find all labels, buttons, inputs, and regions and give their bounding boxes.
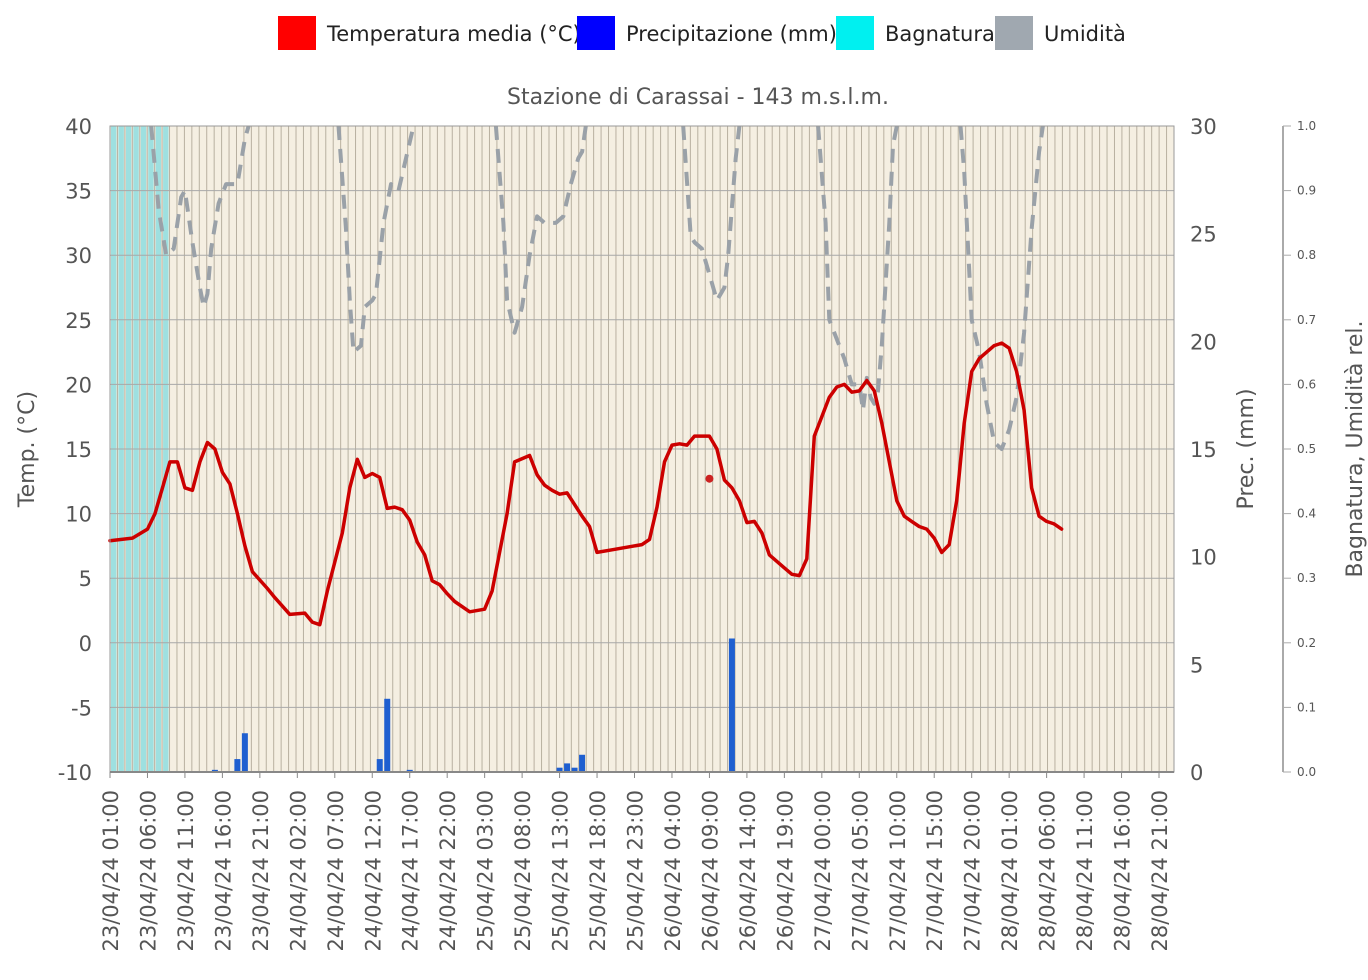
prec-tick-label: 20	[1190, 330, 1217, 354]
rel-tick-label: 0.9	[1297, 184, 1316, 198]
prec-tick-label: 25	[1190, 223, 1217, 247]
x-tick-label: 24/04/24 12:00	[361, 790, 385, 952]
axes: -10 -5 0 5 10 15 20 25 30 35 40 Temp. (°C) 0 5 10 15 20 2…	[15, 115, 1368, 952]
temp-tick-label: 40	[65, 115, 92, 139]
x-tick-label: 27/04/24 00:00	[811, 790, 835, 952]
x-tick-label: 23/04/24 06:00	[136, 790, 160, 952]
rel-tick-label: 0.5	[1297, 442, 1316, 456]
prec-tick-label: 5	[1190, 653, 1203, 677]
umidita-line	[149, 125, 251, 309]
rel-tick-label: 0.3	[1297, 571, 1316, 585]
rel-tick-label: 0.4	[1297, 507, 1316, 521]
rel-tick-label: 0.0	[1297, 765, 1316, 779]
chart-title: Stazione di Carassai - 143 m.s.l.m.	[507, 85, 889, 110]
x-tick-label: 25/04/24 13:00	[549, 790, 573, 952]
prec-tick-label: 0	[1190, 761, 1203, 785]
x-tick-label: 25/04/24 18:00	[586, 790, 610, 952]
x-tick-label: 28/04/24 21:00	[1148, 790, 1172, 952]
precipitazione-bar	[384, 698, 391, 772]
x-tick-label: 23/04/24 16:00	[211, 790, 235, 952]
temp-tick-label: 35	[65, 180, 92, 204]
prec-tick-label: 30	[1190, 115, 1217, 139]
legend-label-0: Temperatura media (°C)	[326, 22, 581, 46]
temp-tick-label: 10	[65, 503, 92, 527]
temp-tick-label: 5	[79, 567, 92, 591]
umidita-line	[681, 125, 742, 303]
prec-axis-label: Prec. (mm)	[1234, 388, 1259, 509]
temp-axis-label: Temp. (°C)	[15, 391, 40, 508]
temp-tick-label: 0	[79, 632, 92, 656]
temp-tick-label: -5	[71, 696, 92, 720]
x-tick-label: 28/04/24 01:00	[998, 790, 1022, 952]
temp-tick-label: 30	[65, 244, 92, 268]
rel-tick-label: 0.7	[1297, 313, 1316, 327]
precipitazione-bar	[241, 733, 248, 772]
x-tick-label: 24/04/24 22:00	[436, 790, 460, 952]
x-tick-label: 25/04/24 08:00	[511, 790, 535, 952]
precipitazione-bar	[571, 767, 578, 772]
rel-tick-label: 0.2	[1297, 636, 1316, 650]
x-tick-label: 28/04/24 16:00	[1111, 790, 1135, 952]
legend-label-3: Umidità	[1044, 22, 1126, 46]
rel-tick-label: 0.1	[1297, 700, 1316, 714]
precipitazione-bar	[728, 638, 735, 772]
x-tick-label: 27/04/24 20:00	[961, 790, 985, 952]
x-tick-label: 24/04/24 07:00	[324, 790, 348, 952]
legend[interactable]: Temperatura media (°C) Precipitazione (mm…	[278, 16, 1126, 50]
legend-swatch-2	[836, 16, 874, 50]
rel-tick-label: 1.0	[1297, 119, 1316, 133]
precipitazione-bar	[234, 759, 241, 772]
umidita-line	[958, 125, 1045, 451]
x-tick-label: 26/04/24 14:00	[736, 790, 760, 952]
precipitazione-bar	[579, 754, 586, 772]
precipitazione-bar	[211, 769, 218, 772]
x-tick-label: 26/04/24 09:00	[698, 790, 722, 952]
x-tick-label: 26/04/24 19:00	[773, 790, 797, 952]
legend-label-2: Bagnatura	[885, 22, 995, 46]
rel-tick-label: 0.8	[1297, 248, 1316, 262]
temp-tick-label: 25	[65, 309, 92, 333]
x-tick-label: 26/04/24 04:00	[661, 790, 685, 952]
legend-swatch-3	[995, 16, 1033, 50]
precipitazione-bar	[406, 769, 413, 772]
x-tick-label: 23/04/24 01:00	[99, 790, 123, 952]
umidita-series	[149, 125, 1045, 451]
x-tick-label: 27/04/24 10:00	[886, 790, 910, 952]
temperatura-line	[108, 341, 1064, 627]
legend-swatch-0	[278, 16, 316, 50]
legend-swatch-1	[577, 16, 615, 50]
x-tick-label: 23/04/24 11:00	[174, 790, 198, 952]
temp-tick-label: 20	[65, 373, 92, 397]
grid	[109, 125, 1175, 773]
prec-tick-label: 10	[1190, 546, 1217, 570]
x-tick-label: 28/04/24 11:00	[1073, 790, 1097, 952]
temp-tick-label: -10	[58, 761, 92, 785]
rel-axis-label: Bagnatura, Umidità rel.	[1343, 320, 1368, 577]
umidita-line	[816, 125, 899, 413]
precipitazione-bar	[376, 759, 383, 772]
precipitazione-bar	[556, 767, 563, 772]
rel-tick-label: 0.6	[1297, 377, 1316, 391]
precipitazione-bar	[564, 763, 571, 772]
umidita-line	[336, 125, 416, 355]
temperatura-point	[705, 474, 714, 483]
x-tick-label: 23/04/24 21:00	[249, 790, 273, 952]
x-tick-label: 27/04/24 15:00	[923, 790, 947, 952]
precipitazione-bars	[211, 638, 735, 772]
x-tick-label: 25/04/24 23:00	[624, 790, 648, 952]
x-tick-label: 24/04/24 02:00	[286, 790, 310, 952]
temperatura-series	[108, 341, 1064, 627]
x-tick-label: 27/04/24 05:00	[848, 790, 872, 952]
umidita-line	[493, 125, 588, 335]
x-tick-label: 28/04/24 06:00	[1036, 790, 1060, 952]
temp-tick-label: 15	[65, 438, 92, 462]
prec-tick-label: 15	[1190, 438, 1217, 462]
x-tick-label: 25/04/24 03:00	[474, 790, 498, 952]
legend-label-1: Precipitazione (mm)	[626, 22, 837, 46]
x-tick-label: 24/04/24 17:00	[399, 790, 423, 952]
